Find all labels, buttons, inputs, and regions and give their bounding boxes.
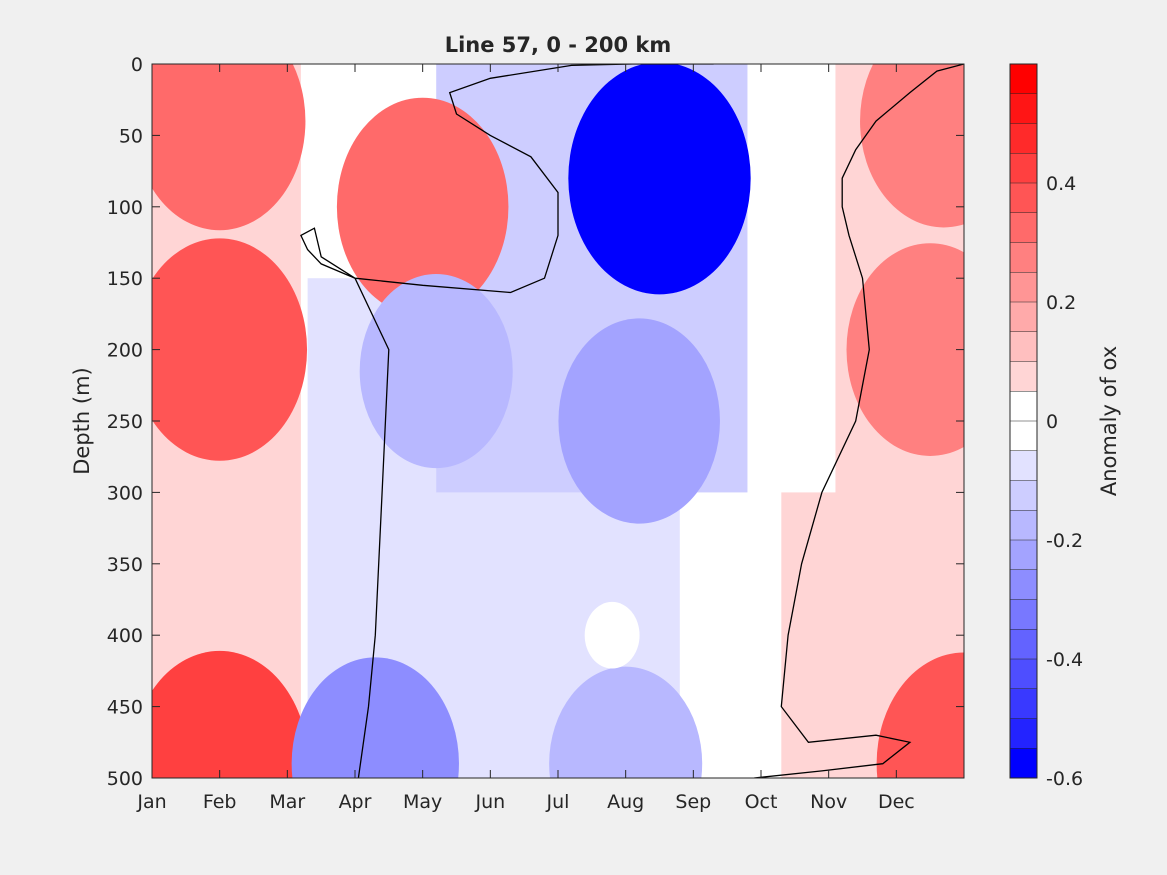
colorbar-tick-label: -0.2 [1046, 530, 1083, 552]
zero-contour-line [754, 64, 964, 778]
colorbar-frame [1009, 63, 1038, 779]
contour-band [846, 243, 964, 456]
colorbar-segment [1010, 421, 1037, 451]
y-tick-label: 200 [107, 340, 143, 362]
colorbar-segment [1010, 391, 1037, 421]
x-tick-label: Aug [607, 791, 644, 813]
x-axis: Jan Feb Mar Apr May Jun Jul Aug Sep Oct Nov Dec [136, 64, 915, 813]
colorbar-tick-label: -0.6 [1046, 768, 1083, 790]
contour-band [152, 650, 309, 778]
colorbar-segment [1010, 718, 1037, 749]
colorbar-segment [1010, 540, 1037, 570]
x-tick-label: Dec [878, 791, 915, 813]
y-tick-label: 450 [107, 697, 143, 719]
contour-band [584, 601, 640, 669]
colorbar-segment [1010, 93, 1037, 124]
contour-band [568, 64, 751, 295]
colorbar-segment [1010, 659, 1037, 689]
contour-region [781, 492, 849, 778]
colorbar-segment [1010, 123, 1037, 154]
colorbar-segment [1010, 688, 1037, 719]
contour-band [860, 64, 964, 228]
plot-area [152, 64, 964, 778]
colorbar-segment [1010, 629, 1037, 659]
colorbar-tick-label: 0 [1046, 411, 1058, 433]
colorbar-segment [1010, 569, 1037, 600]
colorbar-segment [1010, 183, 1037, 213]
colorbar-segment [1010, 480, 1037, 511]
colorbar-segment [1010, 272, 1037, 302]
colorbar [1009, 63, 1038, 779]
y-tick-label: 350 [107, 554, 143, 576]
colorbar-segment [1010, 331, 1037, 362]
colorbar-label: Anomaly of ox [1097, 346, 1121, 496]
x-tick-label: Feb [203, 791, 237, 813]
colorbar-segment [1010, 153, 1037, 183]
contour-band [359, 273, 513, 469]
x-tick-label: Mar [269, 791, 305, 813]
colorbar-tick-label: 0.4 [1046, 173, 1076, 195]
contour-band [336, 97, 509, 316]
contour-band [558, 318, 720, 524]
y-tick-label: 400 [107, 625, 143, 647]
contour-band [876, 652, 964, 778]
colorbar-segment [1010, 748, 1037, 778]
y-tick-label: 250 [107, 411, 143, 433]
colorbar-segment [1010, 450, 1037, 481]
colorbar-segment [1010, 64, 1037, 94]
y-axis: 0 50 100 150 200 250 300 350 400 450 500 [107, 54, 964, 790]
contour-band [549, 666, 703, 778]
y-axis-label: Depth (m) [70, 367, 94, 474]
colorbar-segment [1010, 212, 1037, 243]
colorbar-segment [1010, 361, 1037, 392]
zero-contour-line [300, 64, 714, 778]
x-tick-label: Nov [810, 791, 847, 813]
colorbar-segment [1010, 302, 1037, 332]
contour-fills [152, 64, 964, 778]
x-tick-label: Apr [339, 791, 372, 813]
colorbar-segment [1010, 242, 1037, 273]
x-tick-label: May [403, 791, 442, 813]
y-tick-label: 500 [107, 768, 143, 790]
y-tick-label: 150 [107, 268, 143, 290]
y-tick-label: 300 [107, 482, 143, 504]
colorbar-axis: 0.4 0.2 0 -0.2 -0.4 -0.6 [1046, 173, 1083, 790]
zero-contour-lines [300, 64, 964, 778]
colorbar-tick-label: -0.4 [1046, 649, 1083, 671]
x-tick-label: Jun [474, 791, 505, 813]
x-tick-label: Oct [745, 791, 778, 813]
x-tick-label: Jul [546, 791, 570, 813]
colorbar-segment [1010, 510, 1037, 540]
contour-band [152, 64, 306, 231]
contour-band [152, 238, 308, 461]
y-tick-label: 50 [119, 125, 143, 147]
x-tick-label: Sep [675, 791, 711, 813]
y-tick-label: 0 [131, 54, 143, 76]
y-tick-label: 100 [107, 197, 143, 219]
contour-band [291, 657, 459, 778]
x-tick-label: Jan [136, 791, 166, 813]
colorbar-tick-label: 0.2 [1046, 292, 1076, 314]
colorbar-segment [1010, 599, 1037, 630]
chart-title: Line 57, 0 - 200 km [445, 33, 672, 57]
